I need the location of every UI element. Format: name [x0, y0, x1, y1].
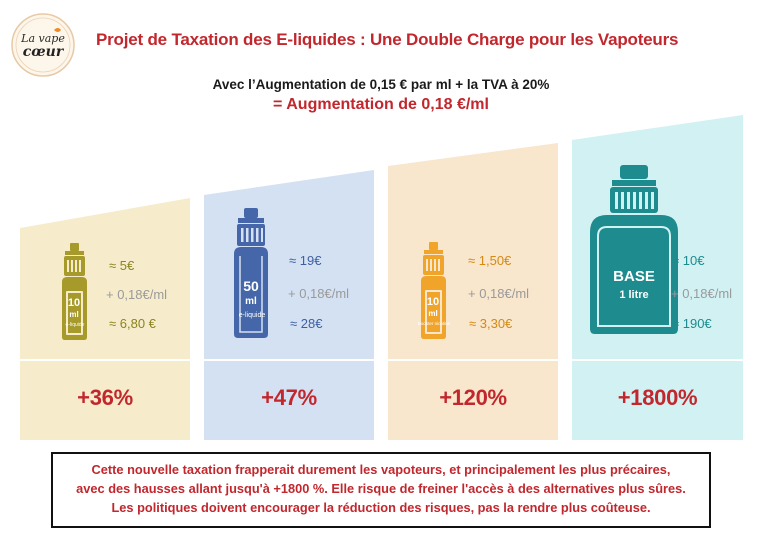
bottle-2-line2: ml	[245, 296, 257, 307]
increase-1: +36%	[77, 385, 133, 410]
bottle-3-line2: ml	[428, 309, 437, 318]
conclusion-box: Cette nouvelle taxation frapperait durem…	[51, 452, 711, 528]
panel-orange	[388, 143, 558, 440]
price-before-1: ≈ 5€	[109, 258, 135, 273]
bottle-50ml-icon	[234, 208, 268, 338]
subtitle: Avec l’Augmentation de 0,15 € par ml + l…	[212, 77, 550, 92]
page-title: Projet de Taxation des E-liquides : Une …	[96, 30, 679, 49]
price-after-2: ≈ 28€	[290, 316, 323, 331]
price-add-2: + 0,18€/ml	[288, 286, 350, 301]
bottle-1-line3: e-liquide	[66, 322, 85, 328]
note-line-3: Les politiques doivent encourager la réd…	[111, 500, 651, 515]
price-add-3: + 0,18€/ml	[468, 286, 530, 301]
panel-yellow	[20, 198, 190, 440]
logo-text-1: La vape	[20, 32, 65, 45]
bottle-1-line1: 10	[68, 297, 80, 309]
increase-3: +120%	[439, 385, 507, 410]
price-after-3: ≈ 3,30€	[469, 316, 513, 331]
price-after-1: ≈ 6,80 €	[109, 316, 156, 331]
note-line-1: Cette nouvelle taxation frapperait durem…	[91, 462, 671, 477]
bottle-4-line2: 1 litre	[619, 289, 648, 301]
price-before-2: ≈ 19€	[289, 253, 322, 268]
price-before-3: ≈ 1,50€	[468, 253, 512, 268]
note-line-2: avec des hausses allant jusqu'à +1800 %.…	[76, 481, 686, 496]
bottle-3-line3: Booster nicotine	[418, 321, 451, 326]
subtitle-highlight: = Augmentation de 0,18 €/ml	[273, 96, 489, 113]
price-before-4: ≈ 10€	[672, 253, 705, 268]
brand-logo: La vape cœur	[11, 13, 75, 77]
base-bottle-icon	[590, 165, 678, 334]
price-add-1: + 0,18€/ml	[106, 287, 168, 302]
bottle-1-line2: ml	[69, 310, 78, 319]
increase-4: +1800%	[617, 385, 698, 410]
bottle-3-line1: 10	[427, 296, 439, 308]
bottle-2-line3: e-liquide	[239, 312, 266, 319]
price-add-4: + 0,18€/ml	[671, 286, 733, 301]
bottle-2-line1: 50	[243, 278, 259, 294]
logo-text-2: cœur	[23, 44, 65, 60]
price-after-4: ≈ 190€	[672, 316, 712, 331]
booster-bottle-icon	[421, 242, 446, 339]
bottle-10ml-icon	[62, 243, 87, 340]
bottle-4-line1: BASE	[613, 268, 655, 285]
increase-2: +47%	[261, 385, 317, 410]
